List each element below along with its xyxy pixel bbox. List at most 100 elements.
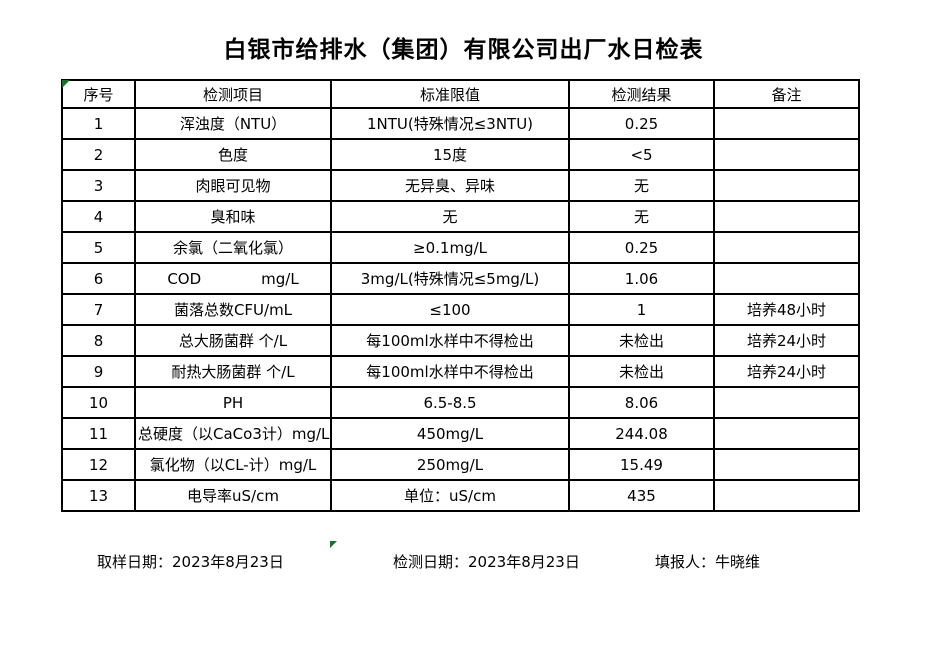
cell-limit: 6.5-8.5 [330,386,570,419]
cell-remark [713,169,860,202]
green-corner-marker-icon [62,80,70,88]
cell-item: 色度 [134,138,332,171]
cell-no: 4 [61,200,136,233]
cell-no: 1 [61,107,136,140]
table-row: 1 浑浊度（NTU） 1NTU(特殊情况≤3NTU) 0.25 [61,107,860,140]
cell-item: 电导率uS/cm [134,479,332,512]
cell-item: 肉眼可见物 [134,169,332,202]
page-title: 白银市给排水（集团）有限公司出厂水日检表 [223,37,704,63]
cell-result: 8.06 [568,386,715,419]
cell-remark [713,107,860,140]
cell-remark: 培养48小时 [713,293,860,326]
cell-result: 无 [568,200,715,233]
cell-item: 总大肠菌群 个/L [134,324,332,357]
cell-result: 1.06 [568,262,715,295]
cell-result: 未检出 [568,324,715,357]
cell-remark [713,417,860,450]
table-body: 1 浑浊度（NTU） 1NTU(特殊情况≤3NTU) 0.25 2 色度 15度 <5 3 肉眼可… [61,107,860,512]
cell-item: 臭和味 [134,200,332,233]
cell-item: 菌落总数CFU/mL [134,293,332,326]
col-header: 检测结果 [568,79,715,109]
cell-item: 总硬度（以CaCo3计）mg/L [134,417,332,450]
table-row: 7 菌落总数CFU/mL ≤100 1 培养48小时 [61,293,860,326]
sample-date-field: 取样日期：2023年8月23日 [97,551,284,572]
cell-no: 9 [61,355,136,388]
cell-remark [713,262,860,295]
cell-limit: 每100ml水样中不得检出 [330,355,570,388]
table-row: 6 COD mg/L 3mg/L(特殊情况≤5mg/L) 1.06 [61,262,860,295]
table-header-row: 序号 检测项目 标准限值 检测结果 备注 [61,79,860,109]
cell-remark [713,479,860,512]
cell-result: 244.08 [568,417,715,450]
cell-limit: 1NTU(特殊情况≤3NTU) [330,107,570,140]
cell-item: PH [134,386,332,419]
table-row: 11 总硬度（以CaCo3计）mg/L 450mg/L 244.08 [61,417,860,450]
cell-item: 氯化物（以CL-计）mg/L [134,448,332,481]
cell-result: 435 [568,479,715,512]
test-date-label: 检测日期： [393,553,469,571]
cell-no: 6 [61,262,136,295]
table-row: 5 余氯（二氧化氯） ≥0.1mg/L 0.25 [61,231,860,264]
cell-remark [713,448,860,481]
cell-remark [713,138,860,171]
cell-limit: 15度 [330,138,570,171]
reporter-field: 填报人：牛晓维 [655,551,760,572]
cell-no: 12 [61,448,136,481]
cell-no: 5 [61,231,136,264]
cell-limit: 每100ml水样中不得检出 [330,324,570,357]
cell-item: 耐热大肠菌群 个/L [134,355,332,388]
cell-no: 8 [61,324,136,357]
cell-remark [713,200,860,233]
test-date-value: 2023年8月23日 [468,553,580,571]
col-header: 备注 [713,79,860,109]
table-row: 10 PH 6.5-8.5 8.06 [61,386,860,419]
cell-result: 0.25 [568,231,715,264]
cell-no: 11 [61,417,136,450]
cell-limit: ≥0.1mg/L [330,231,570,264]
cell-limit: 450mg/L [330,417,570,450]
table-row: 4 臭和味无无 [61,200,860,233]
table-row: 12 氯化物（以CL-计）mg/L 250mg/L 15.49 [61,448,860,481]
cell-no: 2 [61,138,136,171]
cell-item: COD mg/L [134,262,332,295]
col-header: 检测项目 [134,79,332,109]
cell-item: 余氯（二氧化氯） [134,231,332,264]
cell-remark: 培养24小时 [713,324,860,357]
cell-no: 3 [61,169,136,202]
cell-result: 未检出 [568,355,715,388]
cell-limit: 无异臭、异味 [330,169,570,202]
col-header: 序号 [61,79,136,109]
cell-no: 10 [61,386,136,419]
cell-remark: 培养24小时 [713,355,860,388]
cell-limit: ≤100 [330,293,570,326]
cell-limit: 250mg/L [330,448,570,481]
cell-result: <5 [568,138,715,171]
cell-result: 0.25 [568,107,715,140]
table-row: 13 电导率uS/cm 单位：uS/cm 435 [61,479,860,512]
cell-limit: 无 [330,200,570,233]
test-date-field: 检测日期：2023年8月23日 [393,551,580,572]
table-row: 2 色度 15度 <5 [61,138,860,171]
sample-date-label: 取样日期： [97,553,173,571]
table-row: 9 耐热大肠菌群 个/L 每100ml水样中不得检出 未检出 培养24小时 [61,355,860,388]
cell-no: 7 [61,293,136,326]
table-row: 3 肉眼可见物 无异臭、异味无 [61,169,860,202]
cell-no: 13 [61,479,136,512]
green-bottom-marker-icon [330,541,337,548]
cell-result: 15.49 [568,448,715,481]
reporter-value: 牛晓维 [715,553,761,571]
table-row: 8 总大肠菌群 个/L 每100ml水样中不得检出 未检出 培养24小时 [61,324,860,357]
cell-limit: 单位：uS/cm [330,479,570,512]
footer: 取样日期：2023年8月23日 检测日期：2023年8月23日 填报人：牛晓维 [61,551,858,575]
reporter-label: 填报人： [655,553,716,571]
cell-limit: 3mg/L(特殊情况≤5mg/L) [330,262,570,295]
cell-item: 浑浊度（NTU） [134,107,332,140]
sample-date-value: 2023年8月23日 [172,553,284,571]
cell-result: 1 [568,293,715,326]
cell-result: 无 [568,169,715,202]
col-header: 标准限值 [330,79,570,109]
inspection-table: 序号 检测项目 标准限值 检测结果 备注 1 浑浊度（NTU） 1NTU(特殊情况≤3NTU… [61,79,860,512]
cell-remark [713,386,860,419]
cell-remark [713,231,860,264]
